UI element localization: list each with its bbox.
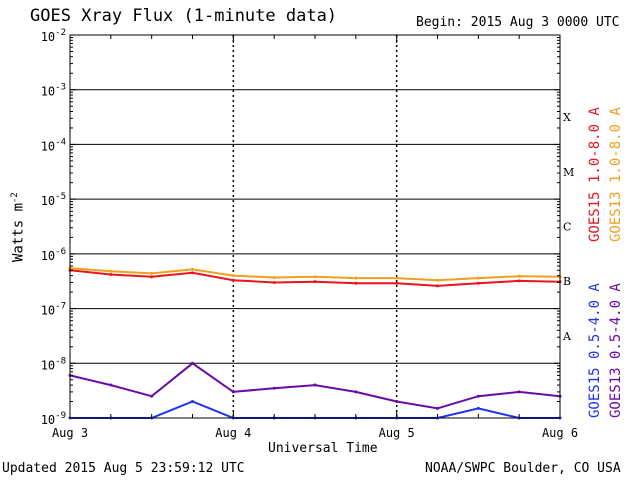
data-point (231, 274, 235, 278)
y-axis-label-exponent: -2 (10, 192, 20, 203)
data-point (436, 406, 439, 410)
data-point (272, 280, 276, 284)
x-tick-label: Aug 3 (52, 426, 88, 440)
flare-class-label: B (563, 275, 571, 288)
data-point (354, 281, 358, 285)
data-point (517, 274, 521, 278)
data-point (354, 390, 358, 394)
chart-title: GOES Xray Flux (1-minute data) (30, 6, 338, 26)
legend-entry: GOES15 1.0-8.0 A (587, 107, 603, 242)
x-axis-label: Universal Time (268, 441, 378, 456)
data-point (476, 281, 480, 285)
data-point (395, 281, 399, 285)
data-point (476, 394, 480, 398)
y-tick-label: 10-4 (41, 137, 66, 153)
data-point (191, 361, 194, 365)
flare-class-label: M (563, 166, 574, 179)
data-point (191, 271, 194, 275)
y-tick-label: 10-7 (41, 302, 66, 318)
data-point (395, 400, 399, 404)
legend-entry: GOES13 1.0-8.0 A (608, 107, 624, 242)
data-point (109, 383, 113, 387)
data-point (517, 279, 521, 283)
data-point (313, 383, 317, 387)
y-axis-label: Watts m-2 (10, 192, 27, 262)
data-point (313, 275, 317, 279)
y-tick-label: 10-9 (41, 411, 66, 427)
data-point (476, 276, 480, 280)
x-tick-label: Aug 4 (215, 426, 251, 440)
data-point (272, 275, 276, 279)
data-point (150, 394, 154, 398)
grid-lines (70, 35, 560, 418)
credit-text: NOAA/SWPC Boulder, CO USA (425, 461, 621, 476)
updated-timestamp: Updated 2015 Aug 5 23:59:12 UTC (2, 461, 245, 476)
y-tick-label: 10-2 (41, 28, 66, 44)
flare-class-label: X (563, 111, 571, 124)
data-point (191, 400, 194, 404)
y-tick-label: 10-6 (41, 247, 66, 263)
data-point (395, 276, 399, 280)
y-tick-label: 10-3 (41, 83, 66, 99)
data-point (476, 406, 480, 410)
data-point (313, 280, 317, 284)
data-point (272, 386, 276, 390)
legend-entry: GOES15 0.5-4.0 A (587, 283, 603, 418)
y-tick-label: 10-8 (41, 356, 66, 372)
begin-time: Begin: 2015 Aug 3 0000 UTC (416, 15, 620, 30)
x-tick-label: Aug 5 (379, 426, 415, 440)
series-line (69, 267, 561, 282)
data-point (191, 267, 194, 271)
data-point (231, 390, 235, 394)
data-point (109, 272, 113, 276)
data-point (109, 269, 113, 273)
series-marks (68, 266, 562, 420)
data-point (150, 275, 154, 279)
data-point (150, 271, 154, 275)
flare-class-label: A (562, 330, 572, 343)
data-point (354, 276, 358, 280)
legend-entry: GOES13 0.5-4.0 A (608, 283, 624, 418)
plot-frame (69, 34, 561, 419)
data-point (436, 284, 439, 288)
data-point (436, 278, 439, 282)
y-tick-label: 10-5 (41, 192, 66, 208)
flare-class-label: C (563, 221, 571, 234)
data-point (231, 278, 235, 282)
x-tick-label: Aug 6 (542, 426, 578, 440)
data-point (517, 390, 521, 394)
y-axis-label-text: Watts m (10, 202, 27, 262)
